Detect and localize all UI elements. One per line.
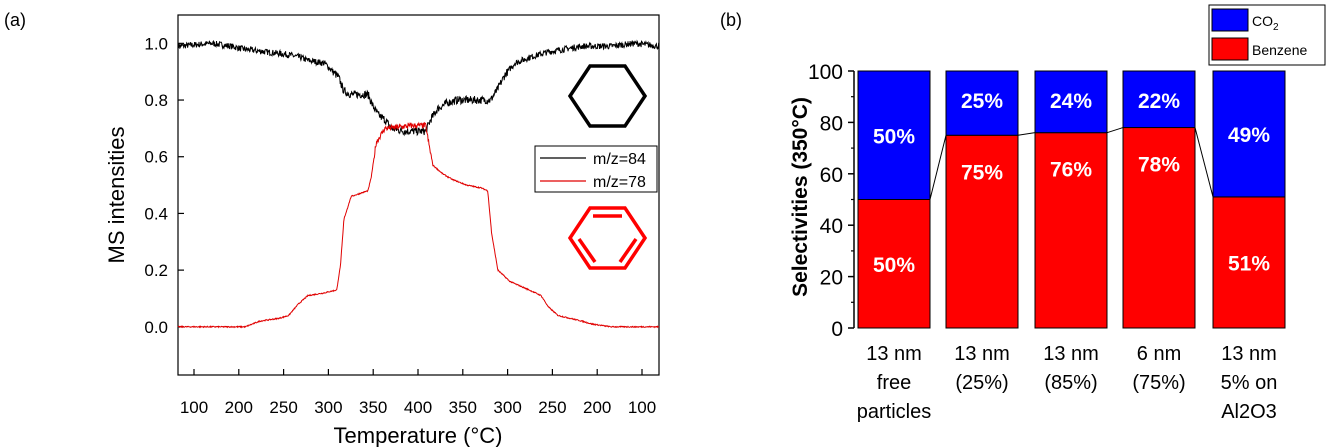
x-tick-label: 300 bbox=[493, 398, 521, 417]
bar-chart-connectors bbox=[929, 127, 1214, 200]
x-tick-label: 350 bbox=[449, 398, 477, 417]
line-chart-series bbox=[177, 39, 660, 329]
bar-co2 bbox=[1122, 70, 1196, 129]
y-tick-label: 1.0 bbox=[144, 34, 168, 53]
y-tick-label: 0.6 bbox=[144, 148, 168, 167]
x-tick-label: 400 bbox=[404, 398, 432, 417]
x-tick-label: 200 bbox=[225, 398, 253, 417]
bar-chart-legend: CO2 Benzene bbox=[1208, 4, 1326, 66]
line-chart: 0.0 0.2 0.4 0.6 0.8 1.0 100 200 250 300 350 400 350… bbox=[104, 14, 660, 447]
y-tick-label: 0.2 bbox=[144, 261, 168, 280]
category-label: 6 nm bbox=[1137, 343, 1181, 365]
bar-value-label-co2: 25% bbox=[961, 90, 1003, 113]
y-tick-label: 40 bbox=[820, 215, 843, 238]
bar-connector-line bbox=[1194, 127, 1214, 198]
x-tick-label: 100 bbox=[628, 398, 656, 417]
bar-benzene bbox=[1034, 132, 1108, 329]
category-label: Al2O3 bbox=[1221, 401, 1277, 423]
category-label: 13 nm bbox=[866, 343, 922, 365]
series-line-m84 bbox=[177, 39, 660, 137]
benzene-structure-icon bbox=[567, 206, 648, 270]
line-chart-y-ticks: 0.0 0.2 0.4 0.6 0.8 1.0 bbox=[144, 34, 184, 337]
cyclohexane-structure-icon bbox=[567, 64, 648, 128]
category-label: 13 nm bbox=[1043, 343, 1099, 365]
bar-chart-category-labels: 13 nm free particles 13 nm (25%) 13 nm (85%) 6 … bbox=[857, 343, 1278, 423]
bar-benzene bbox=[1212, 196, 1286, 329]
panel-b-label: (b) bbox=[720, 10, 742, 30]
category-label: particles bbox=[857, 401, 931, 423]
legend-label-co2: CO2 bbox=[1252, 13, 1279, 33]
category-label: 13 nm bbox=[1221, 343, 1277, 365]
x-tick-label: 250 bbox=[538, 398, 566, 417]
y-tick-label: 0.4 bbox=[144, 204, 168, 223]
bar-chart-bars bbox=[857, 70, 1286, 329]
bar-connector-line bbox=[929, 135, 947, 200]
y-tick-label: 0 bbox=[831, 318, 843, 341]
bar-chart-value-labels: 50% 50% 75% 25% 76% 24% 78% 22% 51% 49% bbox=[873, 90, 1270, 277]
bar-chart: 50% 50% 75% 25% 76% 24% 78% 22% 51% 49% 0 20 40 60 80… bbox=[789, 4, 1326, 423]
legend-label-m78: m/z=78 bbox=[593, 174, 646, 191]
legend-label-benzene: Benzene bbox=[1252, 42, 1307, 58]
bar-benzene bbox=[945, 134, 1019, 329]
line-chart-legend-frame bbox=[534, 145, 658, 193]
x-tick-label: 200 bbox=[583, 398, 611, 417]
series-line-m78 bbox=[177, 121, 660, 329]
y-tick-label: 100 bbox=[808, 61, 843, 84]
bar-co2 bbox=[1212, 70, 1286, 198]
x-tick-label: 250 bbox=[269, 398, 297, 417]
legend-label-m84: m/z=84 bbox=[593, 151, 646, 168]
bar-connector-line bbox=[1106, 127, 1124, 134]
line-chart-x-axis-label: Temperature (°C) bbox=[334, 423, 503, 447]
bar-co2 bbox=[945, 70, 1019, 136]
bar-value-label-benzene: 50% bbox=[873, 254, 915, 277]
category-label: 13 nm bbox=[954, 343, 1010, 365]
line-chart-y-axis-label: MS intensities bbox=[104, 127, 129, 264]
category-label: (75%) bbox=[1132, 372, 1185, 394]
bar-value-label-benzene: 51% bbox=[1228, 252, 1270, 275]
bar-value-label-benzene: 76% bbox=[1050, 159, 1092, 182]
bar-value-label-benzene: 75% bbox=[961, 161, 1003, 184]
category-label: (85%) bbox=[1044, 372, 1097, 394]
bar-value-label-benzene: 78% bbox=[1138, 154, 1180, 177]
category-label: (25%) bbox=[955, 372, 1008, 394]
line-chart-legend: m/z=84 m/z=78 bbox=[534, 145, 658, 193]
y-tick-label: 80 bbox=[820, 112, 843, 135]
x-tick-label: 300 bbox=[314, 398, 342, 417]
bar-benzene bbox=[1122, 127, 1196, 329]
legend-swatch-co2 bbox=[1211, 8, 1249, 32]
category-label: 5% on bbox=[1221, 372, 1278, 394]
bar-co2 bbox=[1034, 70, 1108, 134]
y-tick-label: 20 bbox=[820, 267, 843, 290]
bar-co2 bbox=[857, 70, 931, 200]
bar-value-label-co2: 49% bbox=[1228, 124, 1270, 147]
bar-chart-y-axis-label: Selectivities (350°C) bbox=[789, 97, 812, 297]
y-tick-label: 60 bbox=[820, 164, 843, 187]
panel-a-label: (a) bbox=[4, 10, 26, 30]
y-tick-label: 0.8 bbox=[144, 91, 168, 110]
category-label: free bbox=[877, 372, 911, 394]
bar-chart-y-ticks: 0 20 40 60 80 100 bbox=[808, 61, 854, 341]
y-tick-label: 0.0 bbox=[144, 318, 168, 337]
bar-value-label-co2: 22% bbox=[1138, 90, 1180, 113]
legend-swatch-benzene bbox=[1211, 37, 1249, 61]
bar-value-label-co2: 50% bbox=[873, 125, 915, 148]
line-chart-x-ticks: 100 200 250 300 350 400 350 300 250 200 100 bbox=[180, 369, 656, 417]
bar-value-label-co2: 24% bbox=[1050, 90, 1092, 113]
bar-connector-line bbox=[1017, 132, 1036, 136]
x-tick-label: 100 bbox=[180, 398, 208, 417]
bar-benzene bbox=[857, 199, 931, 329]
x-tick-label: 350 bbox=[359, 398, 387, 417]
